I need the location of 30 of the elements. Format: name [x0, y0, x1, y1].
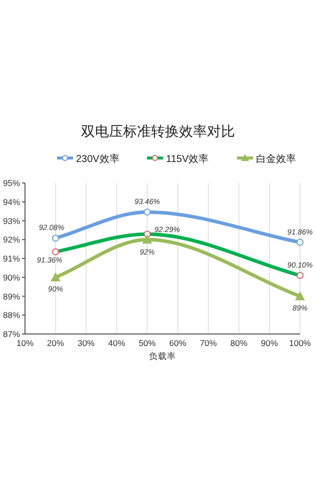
- x-axis-title: 负载率: [149, 351, 176, 361]
- point: [144, 208, 151, 216]
- x-tick-label: 90%: [260, 338, 278, 348]
- x-tick-label: 30%: [78, 338, 96, 348]
- x-tick-label: 10%: [16, 338, 34, 348]
- y-tick-label: 92%: [2, 234, 20, 245]
- y-tick-label: 93%: [2, 216, 20, 226]
- legend-label: 230V效率: [76, 153, 120, 165]
- x-tick-label: 40%: [108, 338, 126, 348]
- x-tick-label: 20%: [47, 338, 64, 348]
- y-tick-label: 90%: [2, 272, 20, 282]
- y-tick-label: 88%: [2, 310, 20, 320]
- point: [52, 234, 60, 242]
- y-tick-label: 89%: [2, 291, 20, 302]
- point: [295, 291, 305, 300]
- x-tick-label: 80%: [230, 338, 248, 348]
- point: [50, 272, 61, 282]
- y-tick-label: 87%: [2, 329, 20, 339]
- point: [296, 238, 304, 246]
- x-tick-label: 70%: [200, 338, 218, 348]
- y-tick-label: 95%: [2, 178, 20, 188]
- x-tick-label: 100%: [289, 338, 312, 348]
- y-tick-label: 91%: [2, 254, 20, 264]
- legend-label: 115V效率: [166, 153, 209, 165]
- x-tick-label: 50%: [138, 338, 156, 348]
- x-tick-label: 60%: [169, 338, 187, 348]
- y-tick-label: 94%: [2, 196, 20, 207]
- point: [142, 234, 152, 244]
- chart-title: 双电压标准转换效率对比: [81, 123, 235, 139]
- legend-label: 白金效率: [256, 153, 296, 165]
